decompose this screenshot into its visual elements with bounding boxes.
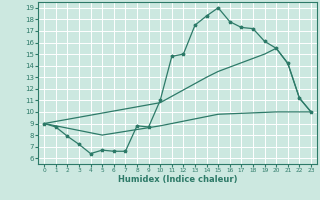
X-axis label: Humidex (Indice chaleur): Humidex (Indice chaleur): [118, 175, 237, 184]
